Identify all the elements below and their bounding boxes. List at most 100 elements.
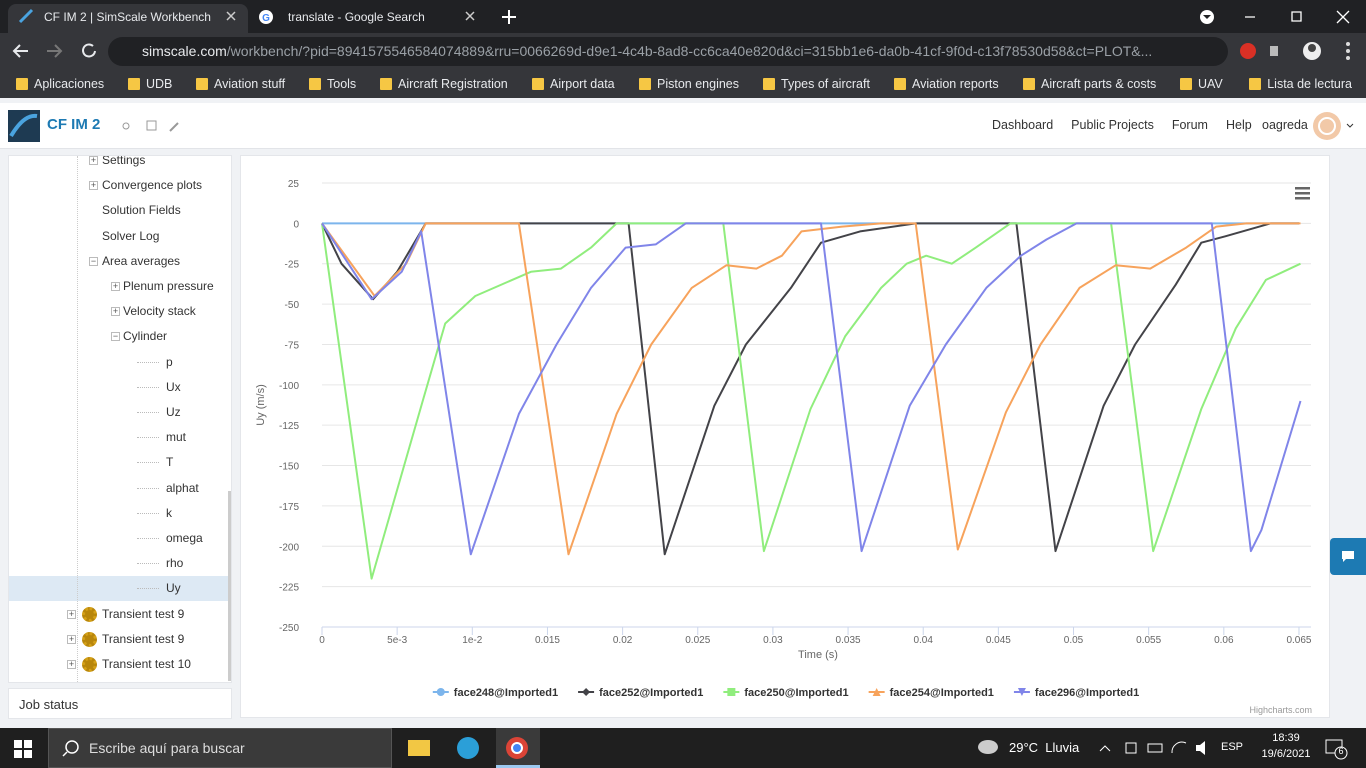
expander[interactable]: + xyxy=(89,155,98,165)
simulation-item[interactable]: + Transient test 9 xyxy=(9,602,231,627)
bookmark[interactable]: Aviation reports xyxy=(892,70,999,98)
job-status[interactable]: Job status xyxy=(8,688,232,719)
user-name[interactable]: oagreda xyxy=(1262,118,1308,132)
tree-item[interactable]: + Velocity stack xyxy=(9,299,231,324)
x-tick-label: 0.05 xyxy=(1064,635,1084,646)
bookmark[interactable]: UAV xyxy=(1178,70,1223,98)
item-label: Uz xyxy=(166,405,181,419)
expander[interactable]: + xyxy=(67,608,76,619)
bookmark[interactable]: Piston engines xyxy=(637,70,739,98)
legend-item[interactable]: face250@Imported1 xyxy=(723,687,849,699)
tree-item[interactable]: − Cylinder xyxy=(9,324,231,349)
series-line xyxy=(321,222,1301,556)
bookmark[interactable]: Types of aircraft xyxy=(761,70,870,98)
tab[interactable]: translate - Google Search xyxy=(288,10,425,24)
legend-item[interactable]: face252@Imported1 xyxy=(578,687,703,699)
legend-symbol xyxy=(436,688,445,696)
nav-link[interactable]: Public Projects xyxy=(1071,118,1154,132)
tree-item[interactable]: + Plenum pressure xyxy=(9,274,231,299)
tree-item[interactable]: mut xyxy=(9,425,231,450)
x-tick-label: 0.045 xyxy=(986,635,1011,646)
expander[interactable]: + xyxy=(67,659,76,669)
bookmark[interactable]: Aircraft parts & costs xyxy=(1021,70,1156,98)
nav-link[interactable]: Help xyxy=(1225,118,1252,132)
simulation-item[interactable]: + Transient test 9 xyxy=(9,627,231,652)
tree-item[interactable]: Ux xyxy=(9,375,231,400)
x-tick-label: 0.055 xyxy=(1136,635,1161,646)
tree-line xyxy=(77,156,78,682)
tree-item[interactable]: p xyxy=(9,350,231,375)
weather[interactable]: 29°C Lluvia xyxy=(1009,740,1080,755)
tree-line xyxy=(137,437,159,439)
legend-item[interactable]: face248@Imported1 xyxy=(432,687,558,699)
x-tick-label: 0.065 xyxy=(1286,635,1311,646)
bookmark[interactable]: Aplicaciones xyxy=(14,70,104,98)
clock-date[interactable]: 19/6/2021 xyxy=(1261,748,1311,760)
tree-line xyxy=(137,412,159,413)
tree-item[interactable]: rho xyxy=(9,551,231,576)
simulation-tree: + Settings + Convergence plots Solution Fiel… xyxy=(8,155,232,683)
language[interactable]: ESP xyxy=(1221,741,1244,753)
expander[interactable]: − xyxy=(89,255,98,266)
y-tick-label: -25 xyxy=(285,260,300,271)
tree-item[interactable]: T xyxy=(9,450,231,475)
credit[interactable]: Highcharts.com xyxy=(1249,705,1312,715)
bookmark[interactable]: Airport data xyxy=(530,70,615,98)
nav-link[interactable]: Dashboard xyxy=(992,118,1054,132)
taskbar: Escribe aquí para buscar 29°C Lluvia ESP… xyxy=(0,728,1366,768)
y-tick-label: -75 xyxy=(285,340,300,351)
y-tick-label: -175 xyxy=(279,502,299,513)
tree-item[interactable]: Solution Fields xyxy=(9,198,231,223)
legend-label: face252@Imported1 xyxy=(599,687,703,699)
avatar[interactable] xyxy=(1310,111,1360,141)
bookmark[interactable]: Aviation stuff xyxy=(194,70,285,98)
project-actions[interactable] xyxy=(120,118,184,134)
tray-icons[interactable] xyxy=(1096,738,1216,758)
bookmark[interactable]: Aircraft Registration xyxy=(378,70,508,98)
simulation-item[interactable]: + Transient test 10 xyxy=(9,652,231,677)
tree-item[interactable]: Uy xyxy=(9,576,231,602)
url-field[interactable]: simscale.com/workbench/?pid=894157554658… xyxy=(108,37,1228,66)
legend-item[interactable]: face296@Imported1 xyxy=(1013,687,1139,699)
item-label: alphat xyxy=(166,480,199,495)
bookmark[interactable]: UDB xyxy=(126,70,172,98)
item-label: Plenum pressure xyxy=(123,279,214,293)
svg-text:G: G xyxy=(262,13,270,24)
chart-menu[interactable] xyxy=(1295,187,1310,200)
tree-item[interactable]: + Settings xyxy=(9,155,231,173)
address-bar: simscale.com/workbench/?pid=894157554658… xyxy=(0,33,1366,70)
x-tick-label: 0.04 xyxy=(913,635,933,646)
chat-button[interactable] xyxy=(1330,538,1366,575)
expander[interactable]: + xyxy=(89,180,98,191)
tab[interactable]: CF IM 2 | SimScale Workbench xyxy=(8,4,248,33)
logo xyxy=(8,110,40,142)
tree-item[interactable]: Solver Log xyxy=(9,224,231,249)
search-box[interactable]: Escribe aquí para buscar xyxy=(48,728,392,768)
tree-item[interactable]: − Area averages xyxy=(9,249,231,274)
tree-item[interactable]: alphat xyxy=(9,476,231,501)
reading-list[interactable]: Lista de lectura xyxy=(1247,70,1352,98)
expander[interactable]: + xyxy=(111,306,120,317)
pinned-apps[interactable] xyxy=(400,728,540,768)
y-tick-label: 0 xyxy=(293,219,299,230)
tree-item[interactable]: Uz xyxy=(9,400,231,425)
legend-symbol xyxy=(872,688,881,696)
expander[interactable]: + xyxy=(111,281,120,291)
start-button[interactable] xyxy=(14,740,32,758)
bookmark[interactable]: Tools xyxy=(307,70,356,98)
tree-item[interactable]: k xyxy=(9,501,231,526)
expander[interactable]: − xyxy=(111,331,120,342)
notification-count[interactable]: 6 xyxy=(1338,746,1344,756)
tree-item[interactable]: + Convergence plots xyxy=(9,173,231,198)
nav-link[interactable]: Forum xyxy=(1171,118,1208,132)
tree-line xyxy=(137,588,159,590)
tree-item[interactable]: omega xyxy=(9,526,231,551)
clock-time[interactable]: 18:39 xyxy=(1272,732,1300,744)
expander[interactable]: + xyxy=(67,633,76,644)
x-tick-label: 1e-2 xyxy=(462,635,482,646)
legend-symbol xyxy=(582,688,591,696)
legend-item[interactable]: face254@Imported1 xyxy=(868,687,994,699)
toolbar-icons[interactable] xyxy=(1230,33,1366,70)
nav-buttons[interactable] xyxy=(0,33,108,70)
sim-icon xyxy=(82,631,97,647)
